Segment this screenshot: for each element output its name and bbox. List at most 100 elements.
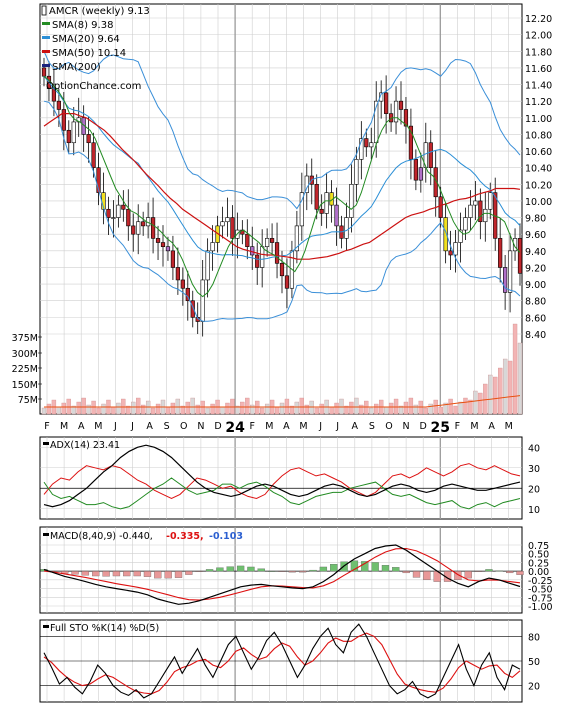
month-label: 24 [225, 420, 245, 436]
macd-hist-bar [247, 566, 255, 572]
legend-label-sma50: SMA(50) 10.14 [52, 48, 126, 59]
month-label: M [299, 421, 307, 432]
candle-body [334, 204, 339, 227]
adx-tick-label: 20 [528, 484, 540, 495]
volume-bar [334, 402, 339, 415]
volume-tick-label: 75M [18, 395, 38, 406]
candle-body [319, 208, 324, 214]
sto-d-line [43, 632, 521, 695]
candle-body [299, 192, 304, 227]
sto-tick-label: 80 [528, 632, 540, 643]
candle-body [473, 200, 478, 206]
macd-hist-bar [236, 565, 245, 572]
indicator-lines [40, 51, 524, 699]
candle-body [86, 134, 91, 144]
month-label: F [455, 421, 460, 432]
price-tick-label: 10.20 [525, 180, 552, 191]
candle-body [225, 217, 230, 223]
macd-hist-bar [402, 570, 410, 574]
adx-tick-label: 10 [528, 505, 540, 516]
month-label: M [94, 421, 102, 432]
volume-bar [264, 403, 270, 415]
volume-bar [354, 397, 359, 415]
price-tick-label: 11.00 [525, 114, 552, 125]
month-label: J [113, 421, 117, 432]
sto-tick-label: 50 [528, 657, 540, 668]
price-tick-label: 9.20 [525, 263, 546, 274]
price-tick-label: 9.00 [525, 280, 546, 291]
macd-hist-bar [381, 565, 390, 572]
candle-body [200, 279, 205, 322]
volume-tick-label: 225M [12, 364, 38, 375]
price-tick-label: 10.00 [525, 197, 552, 208]
volume-bar [468, 399, 473, 415]
candle-body [468, 204, 473, 218]
volume-bar [458, 401, 463, 415]
candle-body [121, 204, 126, 210]
month-label: O [385, 421, 392, 432]
legend-item-sma50: SMA(50) 10.14 [42, 48, 126, 59]
volume-bar [101, 403, 106, 415]
macd-hist-bar [71, 570, 79, 575]
bollinger-upper [43, 51, 521, 210]
candle-body [488, 192, 493, 210]
macd-hist-bar [102, 570, 110, 577]
volume-bar [512, 323, 518, 415]
volume-bar [185, 401, 190, 415]
month-label: M [265, 421, 273, 432]
volume-bar [433, 399, 438, 415]
volume-bar [279, 402, 285, 415]
candle-body [61, 109, 66, 131]
macd-hist-bar [464, 570, 472, 579]
volume-tick-label: 300M [12, 349, 38, 360]
volume-bar [126, 405, 131, 415]
candle-body [150, 217, 156, 239]
volume-bar [304, 404, 309, 415]
volume-bar [408, 397, 414, 415]
macd-tick-label: 0.25 [528, 558, 549, 569]
volume-bar [507, 360, 513, 415]
macd-line [43, 544, 521, 605]
volume-bar [294, 401, 300, 415]
macd-hist-bar [309, 569, 317, 572]
macd-hist-bar [392, 567, 400, 572]
volume-bar [180, 405, 185, 415]
volume-bar [289, 405, 295, 415]
volume-bar [488, 374, 493, 415]
candle-body [403, 109, 409, 127]
volume-bar [428, 403, 433, 415]
candle-body [483, 208, 488, 223]
macd-hist-bar [350, 560, 359, 572]
candle-body [359, 138, 364, 160]
macd-hist-bar [92, 570, 100, 577]
candle-body [349, 184, 354, 218]
price-legend: AMCR (weekly) 9.13 SMA(8) 9.38 SMA(20) 9… [41, 5, 150, 92]
volume-bar [81, 397, 86, 415]
candle-body [443, 217, 448, 252]
candle-body [413, 159, 418, 181]
macd-hist-bar [516, 570, 524, 575]
macd-hist-value: -0.103 [209, 531, 243, 542]
volume-bar [245, 397, 250, 415]
macd-hist-bar [371, 562, 379, 572]
month-label: J [318, 421, 322, 432]
candle-body [364, 138, 369, 148]
macd-hist-bar [268, 570, 276, 572]
candle-body [458, 229, 463, 243]
candle-body [175, 267, 180, 281]
volume-bar [111, 406, 116, 415]
volume-bar [250, 404, 255, 415]
candle-body [463, 217, 468, 231]
volume-bar [299, 397, 304, 415]
macd-hist-bar [226, 566, 234, 572]
price-panel-frame [39, 3, 523, 415]
macd-hist-bar [423, 570, 431, 581]
legend-label-sma8: SMA(8) 9.38 [52, 20, 113, 31]
volume-bar [71, 405, 76, 415]
candle-body [96, 167, 101, 193]
sto-swatch [43, 625, 49, 628]
volume-bar [170, 402, 176, 415]
volume-bar [473, 390, 478, 415]
legend-item-sma8: SMA(8) 9.38 [42, 20, 113, 31]
macd-hist-bar [133, 570, 141, 577]
